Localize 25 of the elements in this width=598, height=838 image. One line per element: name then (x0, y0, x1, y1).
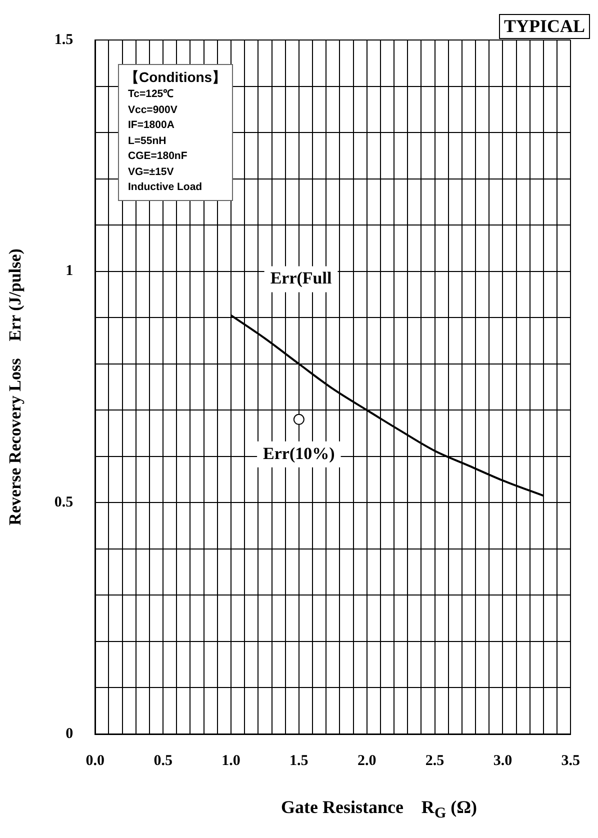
annotation: Inductive Load (127, 180, 204, 195)
x-tick-label: 3.0 (493, 752, 512, 769)
series-label: Err(10%) (263, 444, 335, 463)
x-tick-label: 1.5 (290, 752, 308, 769)
y-tick-label: 0.5 (54, 494, 74, 511)
y-tick-label: 1.5 (54, 32, 74, 48)
text: Err(Full (270, 268, 332, 288)
x-axis-title: Gate Resistance R$_{G}$ (Ω) (280, 797, 478, 823)
annotation: Vcc=900V (127, 102, 178, 118)
annotation: 【Conditions】 (125, 68, 226, 87)
x-tick-label: 2.0 (357, 752, 376, 769)
x-tick-label: 1.0 (222, 752, 240, 769)
y-tick-label: 1 (66, 263, 74, 280)
y-axis-title: Reverse Recovery Loss Err (J/pulse) (6, 248, 25, 526)
annotation: L=55nH (127, 134, 168, 148)
x-tick-label: 2.5 (425, 752, 444, 769)
annotation: VG=±15V (127, 164, 175, 180)
annotation: IF=1800A (127, 118, 176, 133)
text: TYPICAL (498, 14, 590, 39)
y-tick-label: 0 (66, 726, 74, 742)
annotation: CGE=180nF (127, 149, 188, 164)
annotation: Tc=125℃ (127, 87, 174, 102)
x-tick-label: 0.0 (86, 752, 105, 769)
x-tick-label: 3.5 (561, 752, 580, 769)
x-tick-label: 0.5 (154, 752, 172, 769)
